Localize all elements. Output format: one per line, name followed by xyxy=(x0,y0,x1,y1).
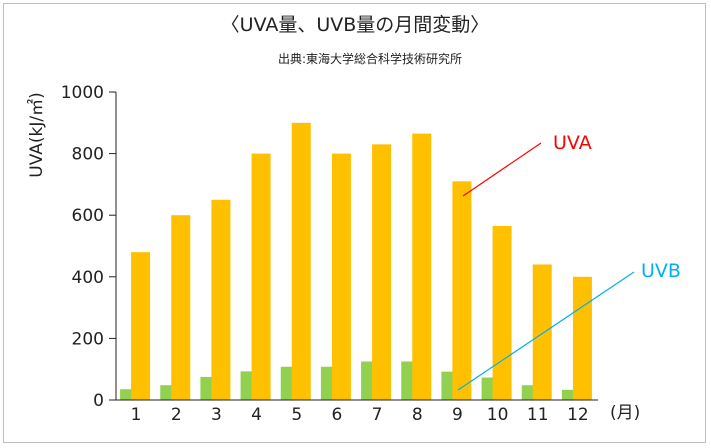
y-tick-label-1000: 1000 xyxy=(61,83,104,103)
bar-uva-3 xyxy=(211,199,231,400)
x-tick-label-5: 5 xyxy=(291,405,302,425)
x-tick-label-8: 8 xyxy=(412,405,423,425)
x-tick-label-6: 6 xyxy=(332,405,343,425)
bar-uva-9 xyxy=(452,181,472,400)
y-axis-label: UVA(kJ/㎡) xyxy=(27,92,47,177)
uvb-callout-label: UVB xyxy=(641,260,681,282)
x-tick-label-1: 1 xyxy=(131,405,142,425)
bar-uva-2 xyxy=(171,215,191,400)
bar-uva-1 xyxy=(131,252,151,400)
bar-uvb-1 xyxy=(120,389,139,400)
bar-uva-8 xyxy=(412,133,432,400)
y-tick-label-0: 0 xyxy=(93,391,104,411)
x-tick-label-9: 9 xyxy=(452,405,463,425)
bar-uva-12 xyxy=(572,276,592,400)
uva-callout-label: UVA xyxy=(553,132,592,154)
bar-uvb-12 xyxy=(561,389,580,400)
x-tick-label-11: 11 xyxy=(527,405,549,425)
x-tick-label-7: 7 xyxy=(372,405,383,425)
x-axis-unit: (月) xyxy=(610,403,640,423)
y-tick-label-800: 800 xyxy=(72,145,104,165)
y-tick-label-400: 400 xyxy=(72,268,104,288)
x-tick-label-10: 10 xyxy=(487,405,509,425)
x-tick-label-3: 3 xyxy=(211,405,222,425)
bar-uva-7 xyxy=(372,144,392,400)
bar-uva-4 xyxy=(251,153,271,400)
bar-uva-10 xyxy=(492,225,512,400)
x-tick-label-4: 4 xyxy=(251,405,262,425)
x-tick-label-2: 2 xyxy=(171,405,182,425)
bar-uva-5 xyxy=(291,122,311,401)
y-tick-label-600: 600 xyxy=(72,206,104,226)
x-tick-label-12: 12 xyxy=(567,405,589,425)
annotations-layer: UVA UVB xyxy=(457,132,681,391)
bar-uva-6 xyxy=(331,153,351,400)
bar-uva-11 xyxy=(532,264,552,400)
bars-layer xyxy=(120,122,592,401)
y-tick-label-200: 200 xyxy=(72,329,104,349)
chart-subtitle: 出典:東海大学総合科学技術研究所 xyxy=(278,51,462,66)
chart-title: 〈UVA量、UVB量の月間変動〉 xyxy=(221,14,490,36)
uva-callout-line xyxy=(462,142,542,197)
uvb-callout-line xyxy=(457,271,635,391)
